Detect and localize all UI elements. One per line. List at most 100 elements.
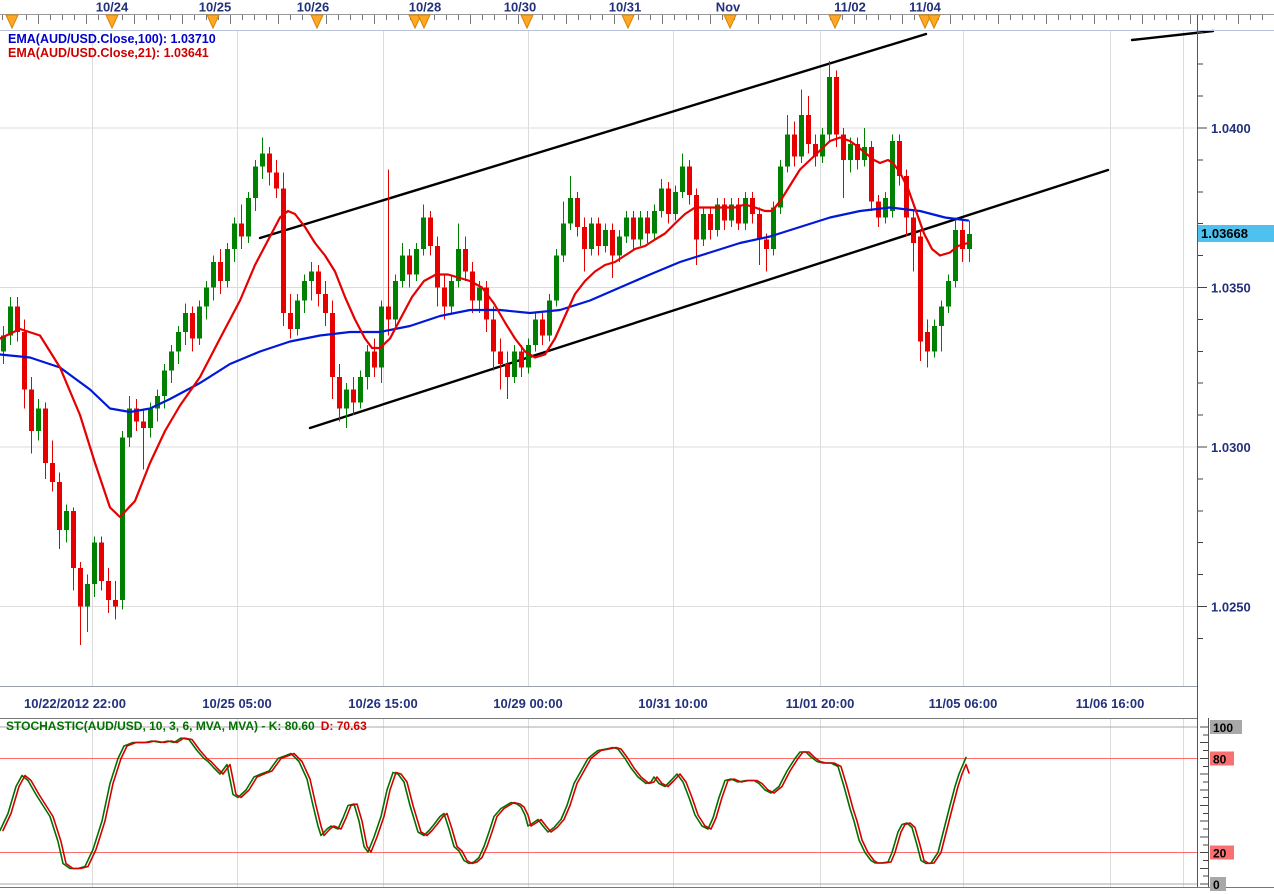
candle-up: [365, 351, 370, 377]
candle-down: [428, 217, 433, 246]
candle-up: [120, 437, 125, 600]
stoch-k-line: [0, 737, 967, 870]
candle-down: [267, 153, 272, 173]
candle-up: [127, 408, 132, 438]
stochastic-d-value: D: 70.63: [320, 719, 367, 733]
candle-down: [575, 198, 580, 227]
candle-down: [813, 144, 818, 157]
candle-down: [57, 482, 62, 530]
candle-up: [421, 217, 426, 249]
event-marker-icon[interactable]: [310, 14, 324, 30]
candle-up: [561, 223, 566, 256]
candle-up: [302, 281, 307, 301]
candle-up: [624, 217, 629, 237]
candle-up: [827, 77, 832, 135]
candle-down: [316, 271, 321, 294]
candle-down: [610, 230, 615, 256]
candle-down: [834, 77, 839, 135]
candle-down: [218, 262, 223, 281]
candle-down: [442, 287, 447, 307]
candle-down: [323, 294, 328, 313]
candle-up: [400, 255, 405, 281]
candle-down: [239, 223, 244, 237]
event-marker-icon[interactable]: [520, 14, 534, 30]
event-marker-icon[interactable]: [5, 14, 19, 30]
candle-up: [1, 335, 6, 352]
top-date-label: 10/26: [297, 0, 330, 15]
last-price-badge: 1.03668: [1198, 225, 1274, 242]
candle-down: [71, 511, 76, 568]
candle-down: [50, 463, 55, 482]
stoch-level-badge: [1210, 751, 1234, 766]
candle-up: [771, 207, 776, 249]
candle-down: [918, 236, 923, 342]
candle-up: [225, 249, 230, 281]
candle-up: [785, 134, 790, 167]
candle-down: [694, 195, 699, 240]
candle-down: [29, 389, 34, 431]
candle-down: [855, 144, 860, 160]
candle-up: [344, 389, 349, 409]
event-marker-icon[interactable]: [828, 14, 842, 30]
candle-down: [15, 306, 20, 332]
candle-up: [554, 255, 559, 301]
candle-up: [715, 204, 720, 230]
candle-down: [99, 542, 104, 581]
trendline[interactable]: [258, 32, 928, 240]
top-date-label: 11/02: [834, 0, 866, 15]
candle-up: [204, 287, 209, 307]
candle-down: [470, 271, 475, 301]
price-axis-label: 1.0300: [1211, 440, 1251, 455]
trendline[interactable]: [308, 168, 1110, 430]
event-marker-icon[interactable]: [927, 14, 941, 30]
candle-up: [295, 300, 300, 329]
candle-down: [330, 313, 335, 377]
candle-up: [953, 230, 958, 281]
candle-up: [589, 223, 594, 249]
candle-up: [246, 198, 251, 237]
candle-up: [638, 217, 643, 240]
candle-up: [232, 223, 237, 249]
stochastic-k-value: K: 80.60: [268, 719, 315, 733]
candle-up: [309, 271, 314, 281]
bottom-date-label: 10/26 15:00: [348, 696, 417, 711]
candle-down: [141, 421, 146, 428]
candle-up: [8, 306, 13, 336]
candle-down: [687, 166, 692, 195]
candle-up: [652, 211, 657, 234]
candle-up: [197, 306, 202, 339]
event-marker-icon[interactable]: [723, 14, 737, 30]
candle-down: [491, 319, 496, 352]
candle-up: [148, 408, 153, 428]
bottom-date-label: 11/01 20:00: [786, 696, 855, 711]
candle-up: [477, 287, 482, 301]
stoch-level-badge: [1210, 845, 1234, 860]
stoch-level-label: 100: [1213, 721, 1233, 735]
top-date-label: 10/31: [609, 0, 642, 15]
top-date-label: Nov: [716, 0, 741, 15]
candle-down: [806, 115, 811, 144]
candle-up: [778, 166, 783, 208]
event-marker-icon[interactable]: [206, 14, 220, 30]
candle-down: [498, 351, 503, 364]
candle-down: [337, 377, 342, 409]
candle-down: [43, 408, 48, 463]
candle-up: [358, 377, 363, 403]
candle-up: [526, 345, 531, 368]
event-marker-icon[interactable]: [918, 14, 932, 30]
candle-down: [519, 351, 524, 368]
event-marker-icon[interactable]: [417, 14, 431, 30]
candle-up: [85, 584, 90, 607]
candle-up: [890, 141, 895, 211]
candle-up: [183, 313, 188, 332]
candle-down: [190, 313, 195, 339]
candle-up: [799, 115, 804, 157]
event-marker-icon[interactable]: [408, 14, 422, 30]
event-marker-icon[interactable]: [105, 14, 119, 30]
candle-down: [288, 313, 293, 329]
candle-up: [568, 198, 573, 224]
candle-down: [960, 230, 965, 249]
event-marker-icon[interactable]: [621, 14, 635, 30]
candle-up: [932, 326, 937, 352]
